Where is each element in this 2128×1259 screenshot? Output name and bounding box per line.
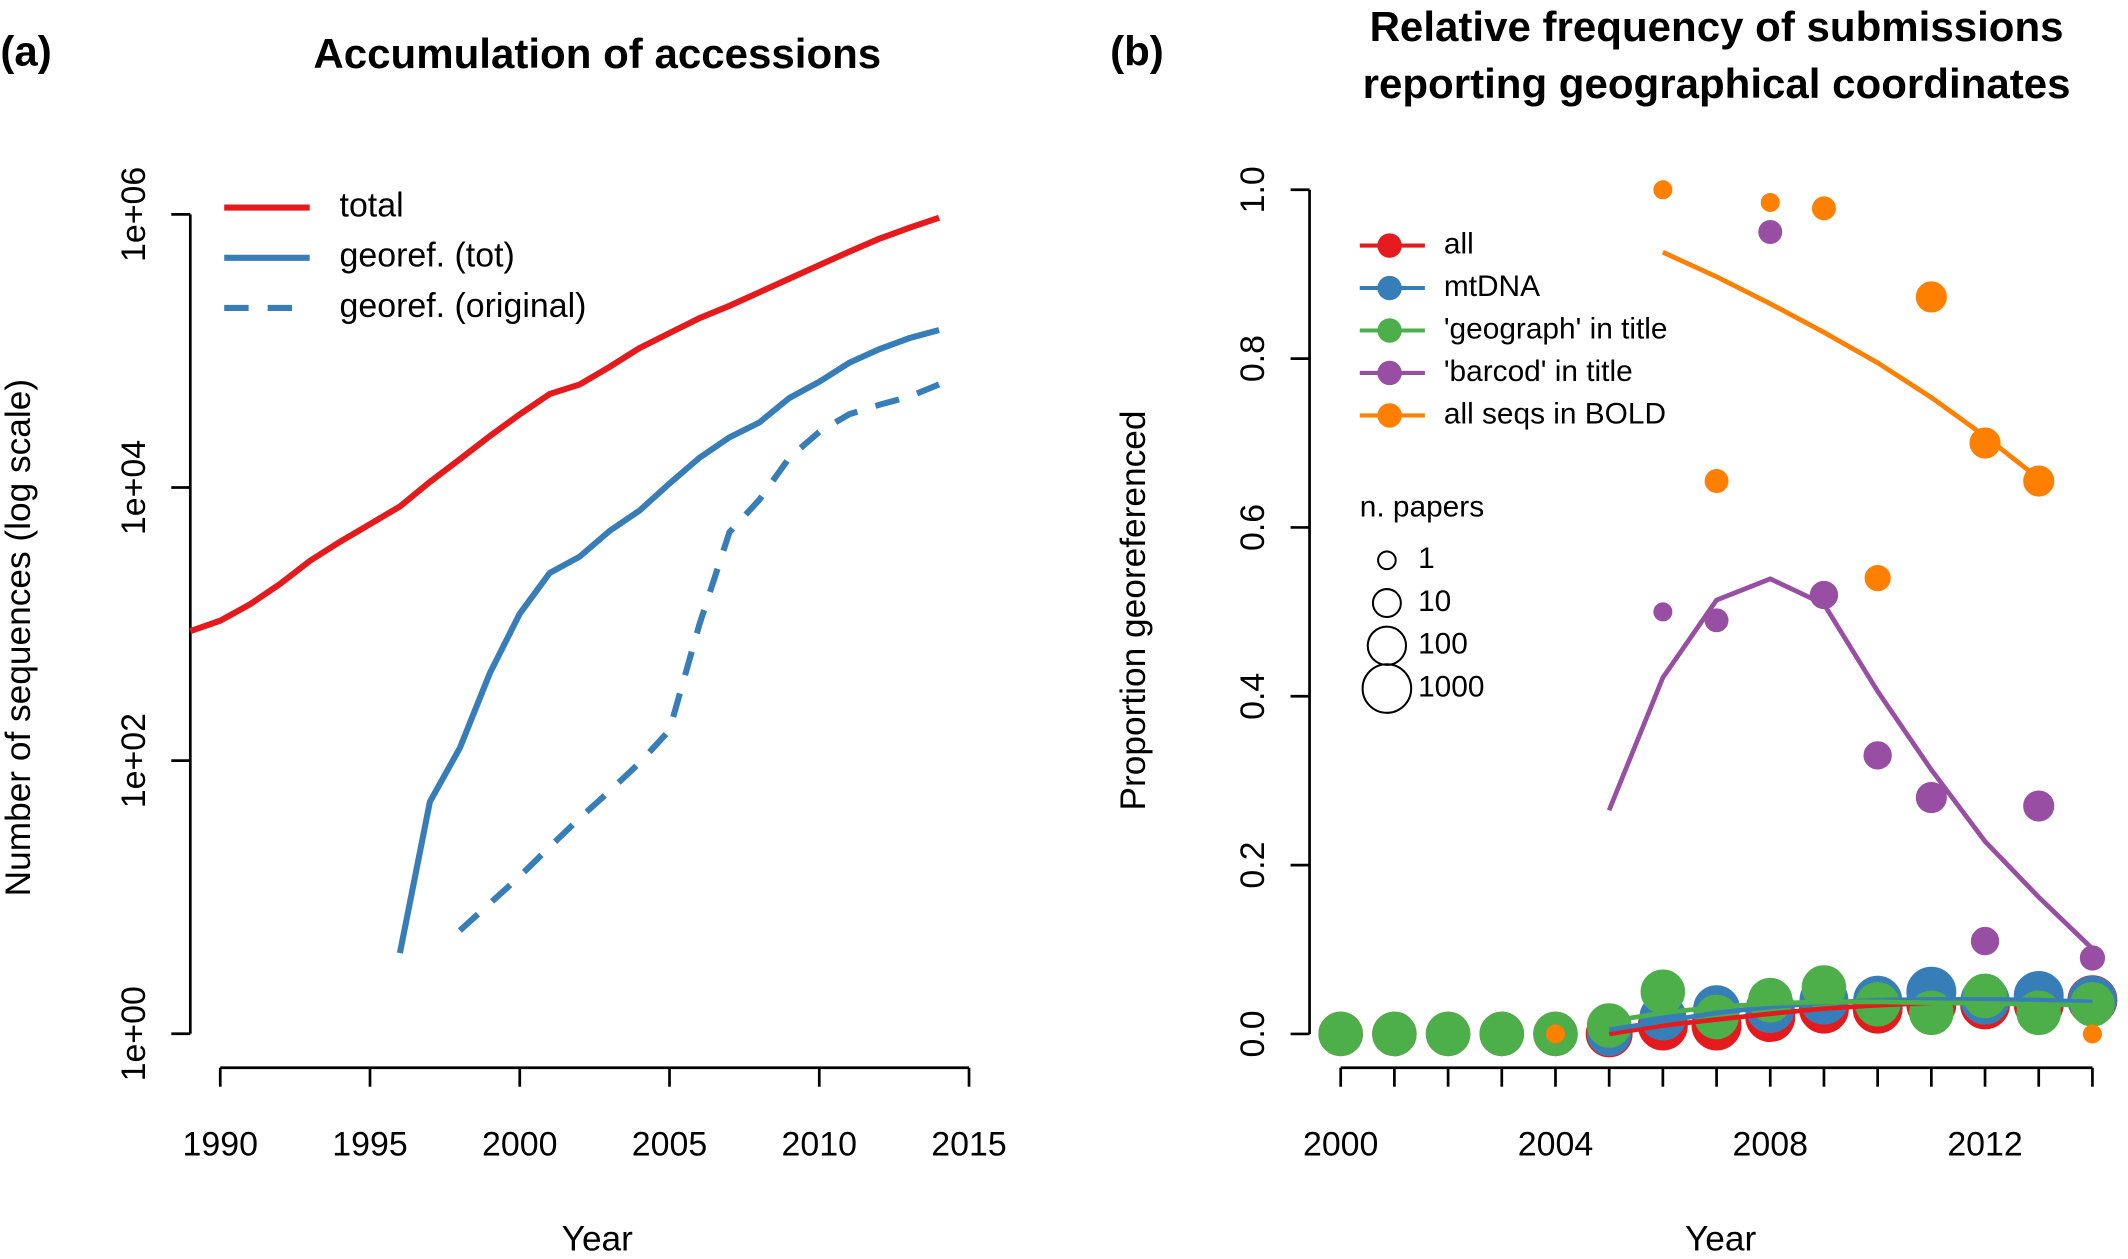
size-legend-label: 1000 bbox=[1418, 670, 1484, 703]
legend-swatch bbox=[1377, 403, 1402, 428]
data-point bbox=[1915, 281, 1947, 313]
y-tick-label: 1e+02 bbox=[115, 713, 153, 808]
data-point bbox=[1479, 1011, 1525, 1057]
x-tick-label: 1990 bbox=[183, 1125, 258, 1163]
x-tick-label: 2010 bbox=[782, 1125, 857, 1163]
data-point bbox=[1758, 220, 1783, 244]
chart-title: Relative frequency of submissions bbox=[1370, 3, 2064, 50]
x-axis-label: Year bbox=[562, 1220, 634, 1259]
size-legend-label: 1 bbox=[1418, 542, 1435, 575]
legend-label: georef. (tot) bbox=[340, 237, 515, 275]
x-tick-label: 1995 bbox=[332, 1125, 407, 1163]
data-point bbox=[1863, 741, 1892, 770]
chart-title: Accumulation of accessions bbox=[313, 30, 881, 77]
size-legend-circle bbox=[1377, 550, 1397, 571]
panel-label: (a) bbox=[0, 27, 51, 74]
y-tick-label: 1.0 bbox=[1234, 166, 1272, 213]
data-point bbox=[1704, 469, 1729, 493]
fit-line bbox=[1608, 999, 2093, 1024]
legend-swatch bbox=[1377, 360, 1402, 386]
legend-label: georef. (original) bbox=[340, 287, 587, 325]
data-point bbox=[1969, 427, 2001, 459]
y-axis-label: Proportion georeferenced bbox=[1114, 411, 1153, 811]
data-point bbox=[1372, 1011, 1417, 1057]
x-tick-label: 2008 bbox=[1733, 1125, 1808, 1163]
y-tick-label: 0.8 bbox=[1234, 335, 1272, 382]
legend-swatch bbox=[1377, 318, 1402, 343]
y-axis-label: Number of sequences (log scale) bbox=[0, 379, 38, 896]
y-tick-label: 1e+06 bbox=[115, 167, 153, 262]
size-legend-circle bbox=[1371, 588, 1402, 619]
size-legend-circle bbox=[1366, 625, 1408, 666]
y-tick-label: 0.6 bbox=[1234, 504, 1272, 551]
legend-label: 'barcod' in title bbox=[1444, 355, 1633, 388]
data-line bbox=[396, 327, 940, 954]
data-point bbox=[1653, 602, 1673, 622]
x-tick-label: 2015 bbox=[931, 1125, 1006, 1163]
fit-line bbox=[1661, 250, 2041, 481]
data-point bbox=[1640, 969, 1686, 1015]
data-point bbox=[1760, 192, 1780, 212]
data-point bbox=[1864, 564, 1891, 592]
y-tick-label: 0.4 bbox=[1234, 673, 1272, 720]
y-tick-label: 1e+00 bbox=[115, 986, 153, 1081]
data-point bbox=[1811, 196, 1836, 221]
data-point bbox=[1425, 1011, 1471, 1057]
data-point bbox=[2079, 945, 2106, 971]
legend-swatch bbox=[1377, 275, 1402, 301]
data-point bbox=[1915, 782, 1947, 814]
data-line bbox=[457, 381, 941, 933]
legend-label: all seqs in BOLD bbox=[1444, 397, 1666, 430]
y-tick-label: 1e+04 bbox=[115, 440, 153, 535]
data-point bbox=[1318, 1011, 1363, 1057]
size-legend-label: 10 bbox=[1418, 585, 1451, 618]
size-legend-title: n. papers bbox=[1360, 491, 1484, 524]
x-tick-label: 2000 bbox=[482, 1125, 557, 1163]
panel-label: (b) bbox=[1110, 27, 1164, 74]
y-tick-label: 0.2 bbox=[1234, 842, 1272, 889]
x-tick-label: 2012 bbox=[1947, 1125, 2022, 1163]
size-legend-label: 100 bbox=[1418, 628, 1468, 661]
legend-label: mtDNA bbox=[1444, 270, 1540, 303]
x-tick-label: 2000 bbox=[1303, 1125, 1378, 1163]
legend-label: all bbox=[1444, 227, 1474, 260]
x-axis-label: Year bbox=[1685, 1220, 1757, 1259]
chart-title: reporting geographical coordinates bbox=[1363, 60, 2071, 107]
size-legend-circle bbox=[1361, 663, 1413, 714]
data-line bbox=[189, 214, 941, 635]
fit-line bbox=[1606, 576, 2095, 951]
data-point bbox=[1545, 1024, 1565, 1044]
x-tick-label: 2004 bbox=[1518, 1125, 1593, 1163]
legend-label: 'geograph' in title bbox=[1444, 312, 1668, 345]
x-tick-label: 2005 bbox=[632, 1125, 707, 1163]
data-point bbox=[1962, 973, 2008, 1019]
legend-swatch bbox=[1377, 233, 1402, 258]
data-point bbox=[2082, 1024, 2102, 1044]
data-point bbox=[1970, 926, 2000, 956]
y-tick-label: 0.0 bbox=[1234, 1010, 1272, 1057]
legend-label: total bbox=[340, 187, 404, 225]
data-point bbox=[2023, 790, 2055, 822]
data-point bbox=[1653, 180, 1673, 200]
